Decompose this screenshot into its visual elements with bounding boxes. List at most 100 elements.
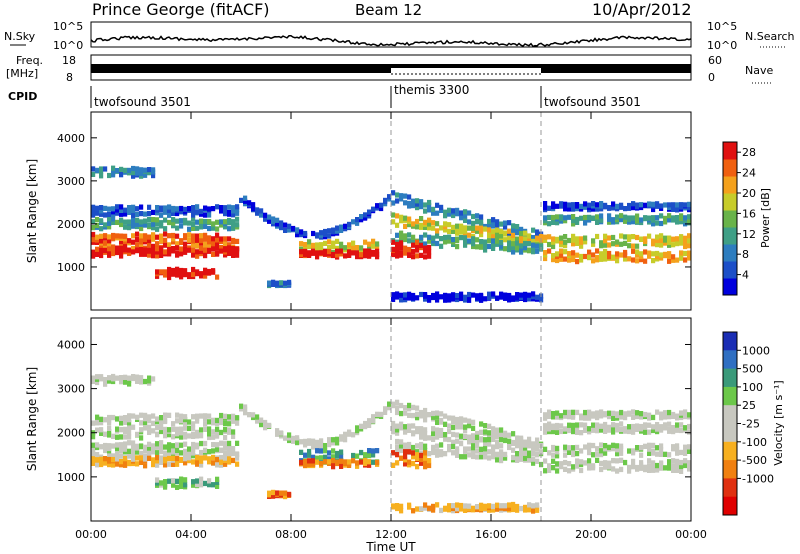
power-cell-1383 xyxy=(679,254,684,260)
power-cell-796 xyxy=(431,225,436,231)
velocity-cell-737 xyxy=(431,436,436,442)
power-cell-589 xyxy=(335,238,340,244)
velocity-cell-398 xyxy=(223,461,228,467)
velocity-cell-918 xyxy=(503,505,508,512)
velocity-cell-933 xyxy=(511,454,516,461)
velocity-cell-68 xyxy=(111,378,116,385)
power-cell-812 xyxy=(439,207,444,213)
velocity-cell-1275 xyxy=(663,422,668,428)
power-cell-334 xyxy=(191,271,196,277)
velocity-cell-821 xyxy=(463,503,468,509)
velocity-cell-384 xyxy=(219,454,224,461)
velocity-cell-670 xyxy=(407,444,412,450)
power-cell-504 xyxy=(283,227,288,233)
power-cell-1213 xyxy=(603,202,608,208)
power-cell-97 xyxy=(119,217,124,223)
power-cell-62 xyxy=(107,206,112,212)
power-cell-1021 xyxy=(523,230,528,236)
velocity-cell-695 xyxy=(415,464,420,470)
velocity-cell-355 xyxy=(207,426,212,432)
velocity-cell-140 xyxy=(135,431,140,438)
velocity-cell-893 xyxy=(495,430,500,436)
velocity-cell-877 xyxy=(487,436,492,443)
power-cell-708 xyxy=(403,193,408,199)
velocity-cell-750 xyxy=(435,427,440,433)
velocity-cell-386 xyxy=(219,447,224,453)
power-cell-286 xyxy=(175,266,180,272)
power-cell-597 xyxy=(339,241,344,247)
power-cell-828 xyxy=(447,211,452,217)
power-cell-1307 xyxy=(647,253,652,259)
velocity-cell-661 xyxy=(403,457,408,463)
power-cell-691 xyxy=(395,294,400,300)
velocity-cell-53 xyxy=(107,432,112,438)
velocity-cell-1271 xyxy=(659,411,664,417)
velocity-cell-1059 xyxy=(567,409,572,416)
power-cell-167 xyxy=(139,170,144,177)
power-cell-981 xyxy=(507,297,512,303)
velocity-cell-785 xyxy=(451,450,456,456)
velocity-cell-640 xyxy=(395,505,400,512)
power-cell-950 xyxy=(495,227,500,233)
velocity-cell-967 xyxy=(527,452,532,459)
velocity-cell-236 xyxy=(167,432,172,438)
power-cell-1138 xyxy=(571,218,576,224)
power-cell-1281 xyxy=(635,243,640,249)
velocity-cell-715 xyxy=(423,407,428,414)
velocity-cell-956 xyxy=(523,439,528,446)
velocity-cell-1196 xyxy=(627,410,632,416)
power-cell-1070 xyxy=(543,237,548,243)
power-cell-131 xyxy=(131,249,136,255)
velocity-cell-438 xyxy=(247,412,252,418)
velocity-cell-1186 xyxy=(623,426,628,432)
velocity-cell-334 xyxy=(199,455,204,461)
velocity-cell-107 xyxy=(123,379,128,385)
velocity-cell-242 xyxy=(171,449,176,455)
power-cell-962 xyxy=(499,240,504,246)
power-cell-401 xyxy=(215,240,220,246)
power-cell-1186 xyxy=(595,255,600,261)
freq-tick-bottom: 8 xyxy=(66,71,73,84)
power-cell-1148 xyxy=(575,219,580,225)
velocity-cell-1029 xyxy=(555,429,560,435)
power-cell-613 xyxy=(347,249,352,255)
velocity-cbar-label-2: 100 xyxy=(742,381,763,394)
power-cell-1176 xyxy=(591,258,596,264)
velocity-cell-919 xyxy=(503,503,508,509)
power-cell-676 xyxy=(391,246,396,252)
power-cell-338 xyxy=(195,237,200,243)
velocity-cell-12 xyxy=(91,375,96,381)
power-cell-1085 xyxy=(551,253,556,259)
velocity-cell-1009 xyxy=(547,421,552,427)
power-cell-1336 xyxy=(659,252,664,258)
freq-tick-top: 18 xyxy=(62,54,76,67)
power-cell-264 xyxy=(171,248,176,254)
power-cell-1251 xyxy=(623,252,628,258)
velocity-cell-272 xyxy=(179,434,184,440)
power-cell-395 xyxy=(211,225,216,231)
velocity-cell-783 xyxy=(451,439,456,445)
power-cell-548 xyxy=(315,232,320,238)
power-cell-956 xyxy=(499,221,504,227)
velocity-cell-81 xyxy=(115,375,120,381)
power-cell-973 xyxy=(503,292,508,298)
power-cell-922 xyxy=(483,239,488,245)
cpid-label: CPID xyxy=(8,90,37,103)
velocity-cell-167 xyxy=(143,378,148,385)
power-cell-415 xyxy=(219,222,224,228)
power-swatch-0 xyxy=(723,278,737,296)
velocity-cell-958 xyxy=(523,455,528,461)
power-cell-1132 xyxy=(571,253,576,260)
velocity-cell-890 xyxy=(491,507,496,513)
power-cell-754 xyxy=(415,239,420,245)
power-cell-1033 xyxy=(527,241,532,247)
station-title: Prince George (fitACF) xyxy=(92,0,270,19)
power-cell-707 xyxy=(403,200,408,206)
velocity-cell-397 xyxy=(223,441,228,447)
power-cell-1026 xyxy=(523,291,528,297)
velocity-cell-533 xyxy=(327,456,332,462)
power-cell-187 xyxy=(147,247,152,253)
velocity-cell-758 xyxy=(439,432,444,438)
velocity-cell-458 xyxy=(275,428,280,434)
power-cell-292 xyxy=(179,218,184,224)
